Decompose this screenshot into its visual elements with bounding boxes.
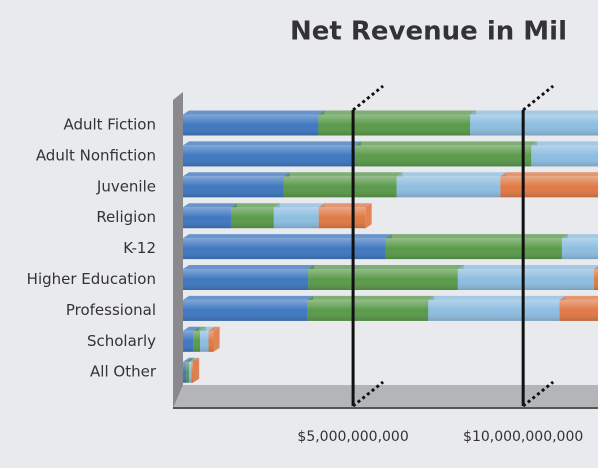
bar-top bbox=[457, 265, 598, 269]
bar-top bbox=[186, 357, 196, 362]
bar-top bbox=[183, 110, 325, 115]
bar-top bbox=[396, 172, 507, 177]
bar-sheen bbox=[318, 207, 366, 229]
bar-sheen bbox=[355, 145, 532, 167]
bar-sheen bbox=[470, 114, 598, 136]
bar-sheen bbox=[428, 299, 560, 321]
bar-sheen bbox=[230, 207, 274, 229]
bar-top bbox=[183, 141, 362, 146]
bar-top bbox=[561, 234, 598, 239]
chart-title: Net Revenue in Mil bbox=[290, 17, 567, 47]
bar-top bbox=[308, 265, 464, 269]
bar-side bbox=[365, 203, 372, 229]
bar-sheen bbox=[183, 299, 308, 321]
bar-top bbox=[318, 110, 477, 115]
bar-top bbox=[183, 295, 314, 300]
y-tick-label: Professional bbox=[66, 301, 156, 319]
y-tick-label: Religion bbox=[96, 208, 156, 226]
bar-top bbox=[183, 203, 237, 208]
floor bbox=[173, 385, 598, 408]
bar-sheen bbox=[283, 176, 397, 198]
bar-sheen bbox=[308, 269, 458, 290]
bar-sheen bbox=[208, 330, 214, 352]
y-tick-label: All Other bbox=[90, 363, 157, 381]
bar-sheen bbox=[183, 176, 284, 198]
y-tick-label: Adult Nonfiction bbox=[36, 146, 156, 164]
bar-top bbox=[470, 110, 598, 115]
bar-sheen bbox=[307, 299, 429, 321]
bar-top bbox=[183, 172, 290, 177]
grid-depth bbox=[522, 84, 555, 112]
x-tick-label: $5,000,000,000 bbox=[297, 429, 408, 445]
bar-top bbox=[307, 295, 435, 300]
bar-sheen bbox=[183, 207, 231, 229]
bar-sheen bbox=[457, 269, 594, 290]
bar-top bbox=[230, 203, 280, 208]
bar-sheen bbox=[318, 114, 471, 136]
bar-sheen bbox=[561, 238, 598, 260]
y-tick-label: Scholarly bbox=[87, 332, 156, 350]
bar-side bbox=[213, 326, 220, 352]
bar-top bbox=[355, 141, 538, 146]
bar-sheen bbox=[183, 330, 194, 352]
y-tick-label: Higher Education bbox=[27, 270, 156, 288]
bar-sheen bbox=[189, 361, 192, 383]
bar-sheen bbox=[183, 145, 356, 167]
bar-sheen bbox=[500, 176, 598, 198]
bar-sheen bbox=[200, 330, 209, 352]
bar-sheen bbox=[559, 299, 598, 321]
bar-top bbox=[385, 234, 568, 239]
grid-depth bbox=[522, 380, 555, 408]
left-wall bbox=[173, 92, 183, 408]
bar-sheen bbox=[385, 238, 562, 260]
bar-top bbox=[183, 357, 193, 362]
bar-sheen bbox=[183, 361, 187, 383]
bar-top bbox=[559, 295, 598, 300]
bar-sheen bbox=[273, 207, 319, 229]
bar-top bbox=[593, 266, 598, 269]
bar-top bbox=[183, 265, 315, 269]
bar-top bbox=[193, 326, 207, 331]
bar-sheen bbox=[531, 145, 598, 167]
bar-top bbox=[183, 326, 200, 331]
bar-side bbox=[193, 357, 200, 383]
bar-top bbox=[273, 203, 325, 208]
x-tick-label: $10,000,000,000 bbox=[463, 429, 583, 445]
y-tick-label: Juvenile bbox=[96, 177, 156, 195]
grid-depth bbox=[352, 380, 385, 408]
bar-top bbox=[189, 357, 198, 362]
bar-top bbox=[318, 203, 372, 208]
bar-top bbox=[200, 326, 215, 331]
y-tick-label: K-12 bbox=[123, 239, 156, 257]
bar-sheen bbox=[183, 114, 319, 136]
bar-top bbox=[191, 357, 200, 362]
bar-sheen bbox=[593, 269, 598, 290]
bar-top bbox=[531, 141, 598, 146]
bar-top bbox=[428, 295, 566, 300]
bar-sheen bbox=[191, 361, 194, 383]
bar-top bbox=[500, 172, 598, 177]
bar-top bbox=[208, 326, 220, 331]
bar-sheen bbox=[193, 330, 201, 352]
bar-top bbox=[283, 172, 403, 177]
grid-depth bbox=[352, 84, 385, 112]
bar-sheen bbox=[186, 361, 190, 383]
bar-sheen bbox=[183, 269, 309, 290]
y-tick-label: Adult Fiction bbox=[63, 116, 156, 134]
bar-sheen bbox=[183, 238, 386, 260]
bar-top bbox=[183, 234, 392, 239]
bar-sheen bbox=[396, 176, 501, 198]
